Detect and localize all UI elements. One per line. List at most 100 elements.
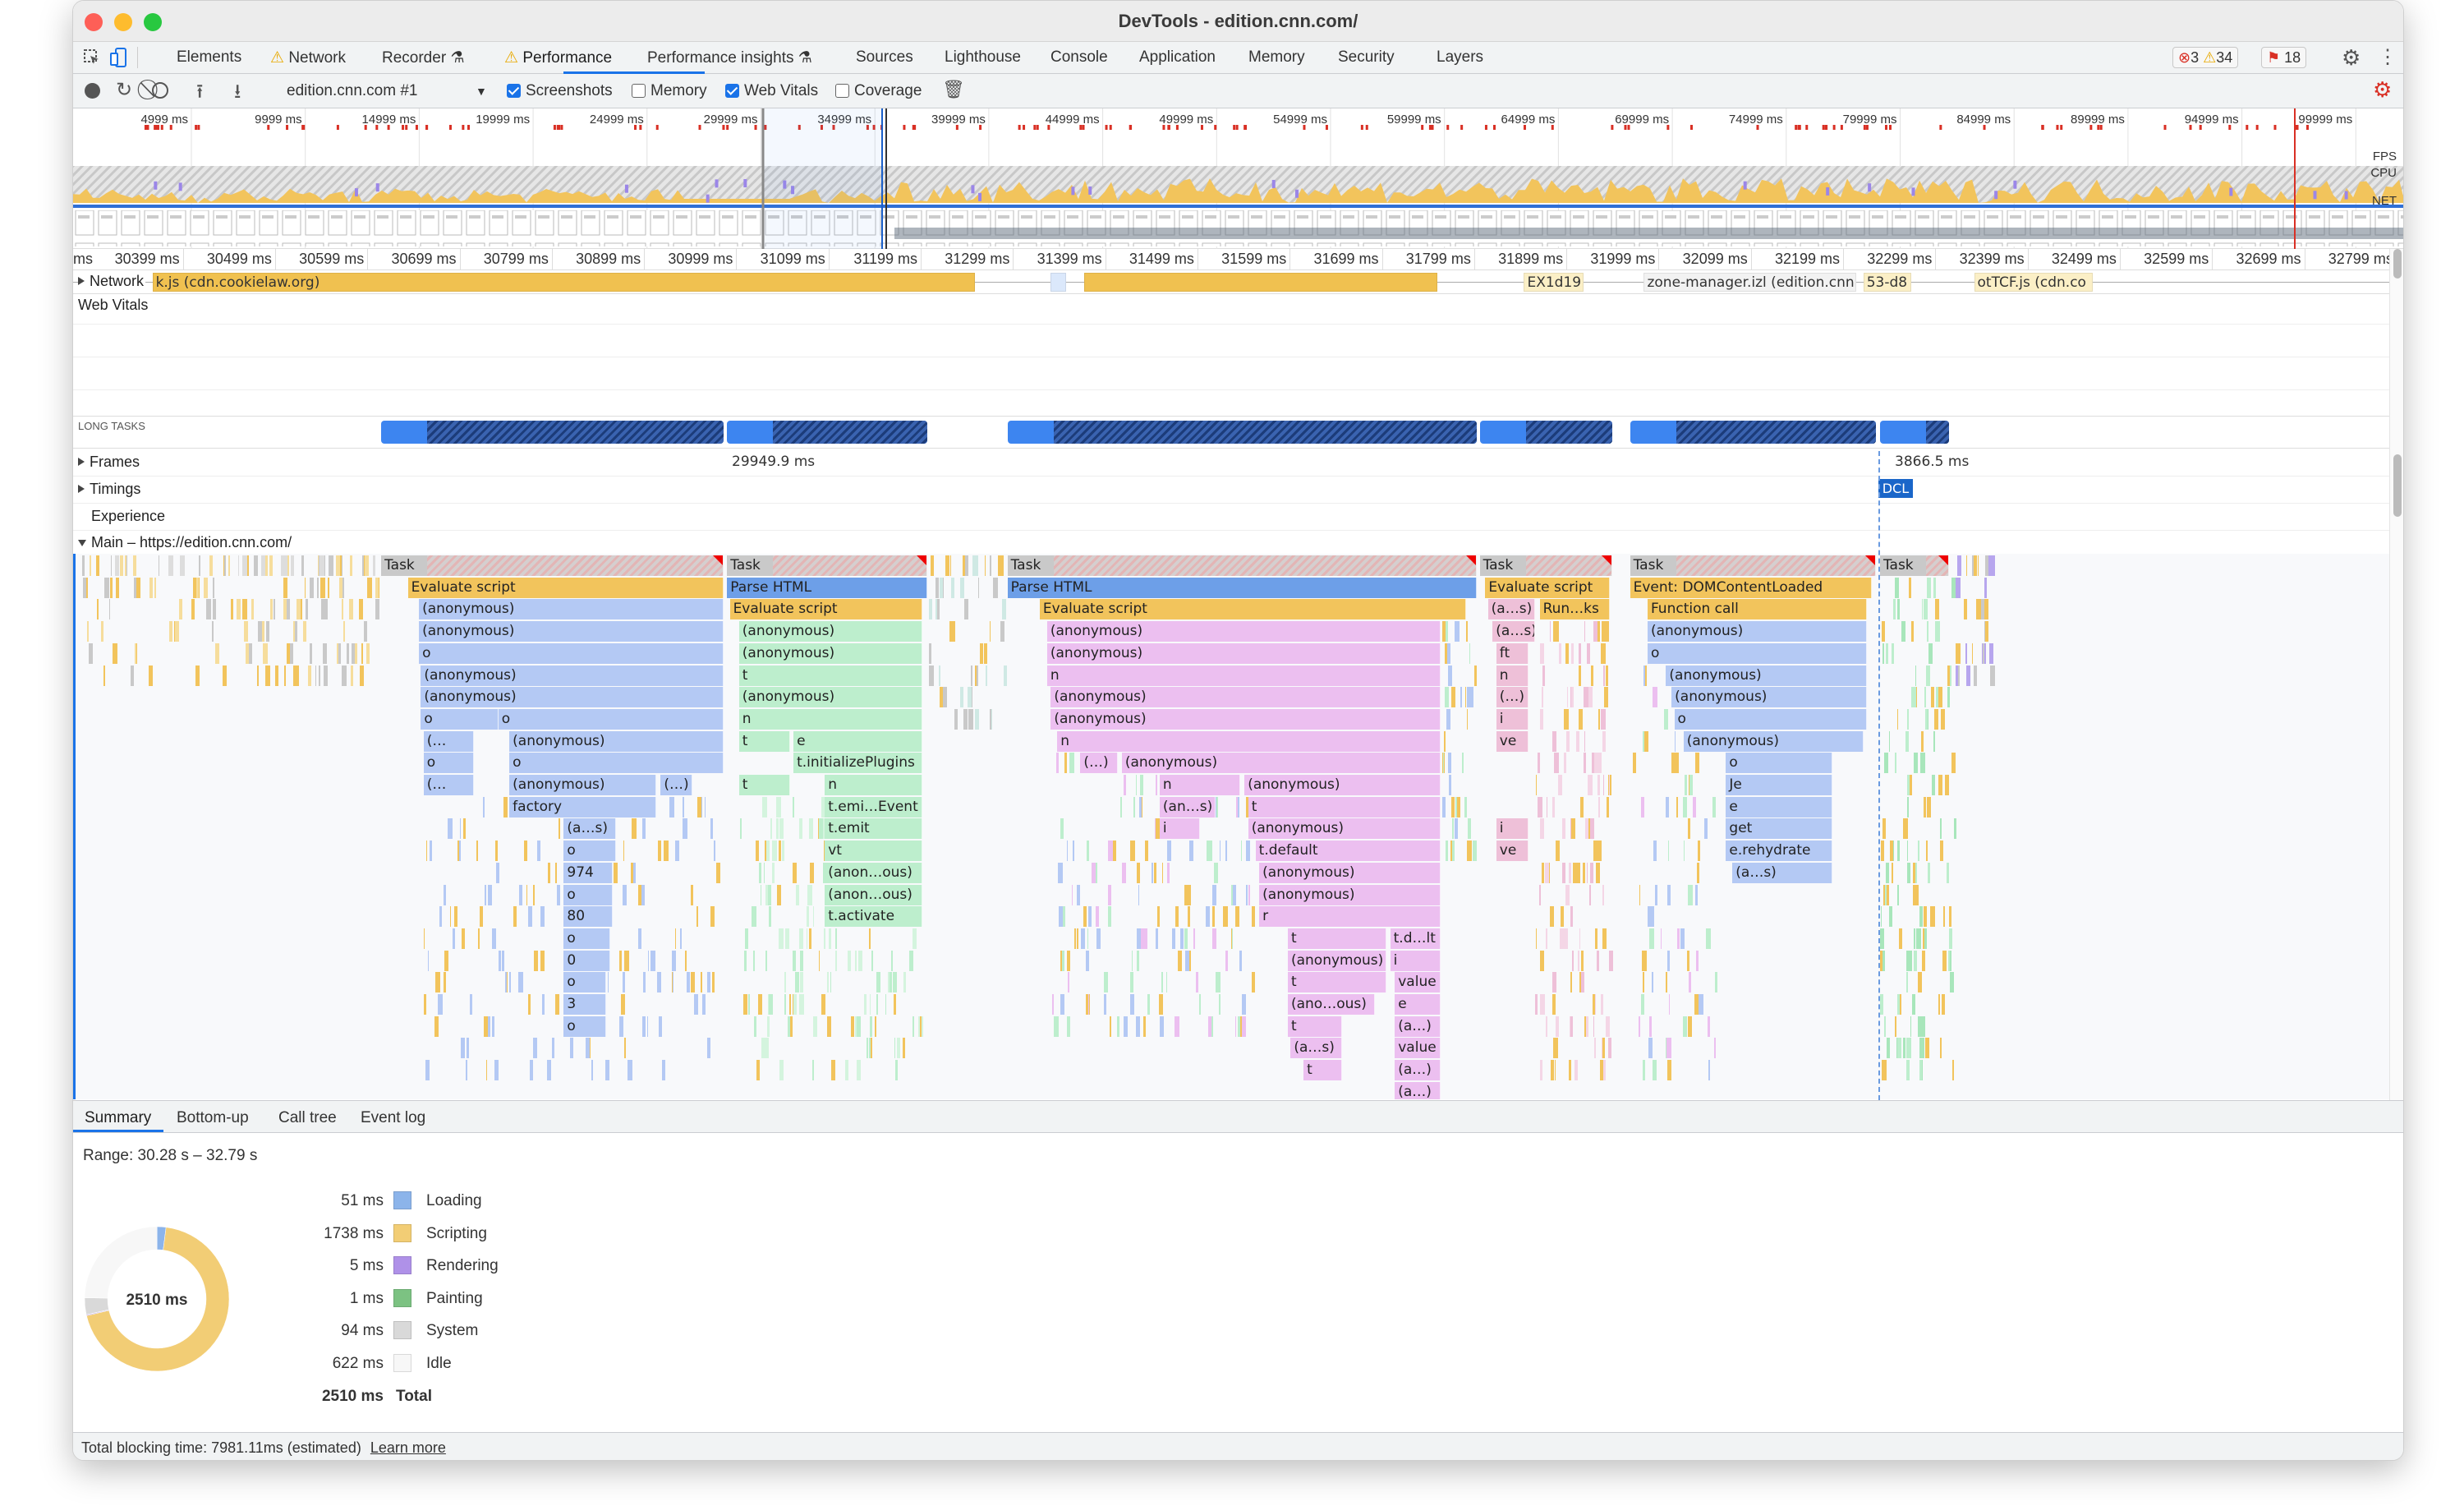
flame-sliver[interactable] [1600, 1060, 1604, 1081]
flame-sliver[interactable] [483, 796, 485, 817]
flame-sliver[interactable] [959, 577, 964, 598]
flame-sliver[interactable] [1588, 775, 1593, 795]
flame-sliver[interactable] [480, 906, 484, 928]
flame-sliver[interactable] [1189, 841, 1194, 862]
flame-sliver[interactable] [984, 555, 986, 576]
flame-entry[interactable]: i [1496, 818, 1529, 840]
flame-sliver[interactable] [669, 796, 674, 817]
flame-sliver[interactable] [1054, 1016, 1060, 1037]
flame-sliver[interactable] [1540, 1060, 1542, 1081]
flame-sliver[interactable] [1542, 665, 1546, 686]
flame-sliver[interactable] [1685, 775, 1688, 795]
flame-sliver[interactable] [1648, 928, 1654, 949]
flame-sliver[interactable] [1642, 972, 1644, 993]
flame-sliver[interactable] [793, 994, 798, 1015]
flame-sliver[interactable] [799, 950, 804, 971]
flame-sliver[interactable] [257, 665, 260, 686]
flame-sliver[interactable] [1208, 841, 1212, 862]
flame-sliver[interactable] [1882, 642, 1884, 664]
flame-sliver[interactable] [1600, 994, 1603, 1015]
flame-sliver[interactable] [1566, 730, 1570, 752]
flame-sliver[interactable] [1252, 906, 1255, 928]
flame-entry[interactable]: (anon…ous) [825, 862, 923, 883]
flame-sliver[interactable] [1156, 775, 1157, 795]
flame-sliver[interactable] [1915, 862, 1917, 883]
flame-sliver[interactable] [1584, 621, 1586, 642]
flame-sliver[interactable] [1914, 884, 1919, 905]
flame-sliver[interactable] [963, 708, 968, 730]
flame-sliver[interactable] [1917, 841, 1920, 862]
download-icon[interactable]: ⭳ [234, 81, 241, 103]
flame-sliver[interactable] [894, 1038, 896, 1059]
flame-sliver[interactable] [1140, 775, 1143, 795]
flame-sliver[interactable] [622, 884, 627, 905]
flame-entry[interactable]: t [1287, 928, 1387, 949]
flame-sliver[interactable] [1066, 841, 1069, 862]
flame-entry[interactable]: o [563, 884, 613, 905]
flame-sliver[interactable] [954, 708, 958, 730]
flame-sliver[interactable] [555, 994, 559, 1015]
flame-sliver[interactable] [1561, 818, 1566, 840]
flame-sliver[interactable] [763, 862, 765, 883]
flame-sliver[interactable] [711, 906, 715, 928]
flame-sliver[interactable] [1235, 1016, 1237, 1037]
flame-entry[interactable]: i [1390, 950, 1441, 971]
flame-sliver[interactable] [1095, 862, 1098, 883]
flame-sliver[interactable] [1562, 862, 1566, 883]
flame-sliver[interactable] [1545, 1016, 1547, 1037]
flame-sliver[interactable] [1984, 577, 1987, 598]
flame-sliver[interactable] [641, 884, 646, 905]
flame-sliver[interactable] [1882, 950, 1885, 971]
flame-sliver[interactable] [1539, 642, 1545, 664]
flame-sliver[interactable] [1208, 1016, 1212, 1037]
flame-sliver[interactable] [779, 1060, 784, 1081]
flame-sliver[interactable] [1584, 1016, 1587, 1037]
flame-sliver[interactable] [1674, 753, 1679, 774]
flame-sliver[interactable] [765, 884, 770, 905]
flame-sliver[interactable] [798, 994, 804, 1015]
flame-sliver[interactable] [690, 972, 696, 993]
flame-sliver[interactable] [980, 642, 984, 664]
flame-entry[interactable]: (ano…ous) [1287, 994, 1375, 1015]
flame-sliver[interactable] [194, 599, 195, 620]
flame-sliver[interactable] [1058, 862, 1063, 883]
flame-sliver[interactable] [696, 796, 702, 817]
flame-sliver[interactable] [323, 599, 329, 620]
flame-sliver[interactable] [1468, 687, 1473, 708]
flame-sliver[interactable] [1087, 994, 1089, 1015]
flame-sliver[interactable] [242, 599, 248, 620]
flame-sliver[interactable] [476, 841, 478, 862]
flame-sliver[interactable] [1193, 928, 1196, 949]
flame-sliver[interactable] [1593, 1016, 1594, 1037]
flame-entry[interactable]: t [1303, 1060, 1343, 1081]
flame-sliver[interactable] [975, 665, 977, 686]
flame-sliver[interactable] [1206, 841, 1210, 862]
flame-sliver[interactable] [427, 950, 429, 971]
flame-entry[interactable]: (anonymous) [421, 665, 724, 686]
flame-sliver[interactable] [453, 906, 458, 928]
flame-sliver[interactable] [1552, 972, 1557, 993]
flame-sliver[interactable] [630, 862, 633, 883]
flame-sliver[interactable] [264, 555, 269, 576]
flame-sliver[interactable] [570, 1038, 574, 1059]
flame-sliver[interactable] [621, 994, 626, 1015]
flame-entry[interactable]: 3 [563, 994, 607, 1015]
flame-sliver[interactable] [1178, 950, 1182, 971]
flame-sliver[interactable] [1687, 884, 1692, 905]
flame-sliver[interactable] [943, 577, 945, 598]
flame-sliver[interactable] [301, 555, 304, 576]
flame-sliver[interactable] [1906, 1038, 1911, 1059]
flame-sliver[interactable] [1882, 1060, 1887, 1081]
flame-sliver[interactable] [1687, 818, 1690, 840]
flame-sliver[interactable] [1880, 841, 1884, 862]
flame-sliver[interactable] [363, 621, 367, 642]
flame-sliver[interactable] [682, 796, 685, 817]
flame-sliver[interactable] [1939, 841, 1944, 862]
flame-sliver[interactable] [1901, 621, 1905, 642]
flame-sliver[interactable] [485, 884, 486, 905]
flame-entry[interactable]: factory [509, 796, 656, 817]
flame-sliver[interactable] [1949, 928, 1953, 949]
flame-sliver[interactable] [637, 884, 643, 905]
flame-entry[interactable]: n [1159, 775, 1240, 795]
flame-sliver[interactable] [336, 642, 338, 664]
